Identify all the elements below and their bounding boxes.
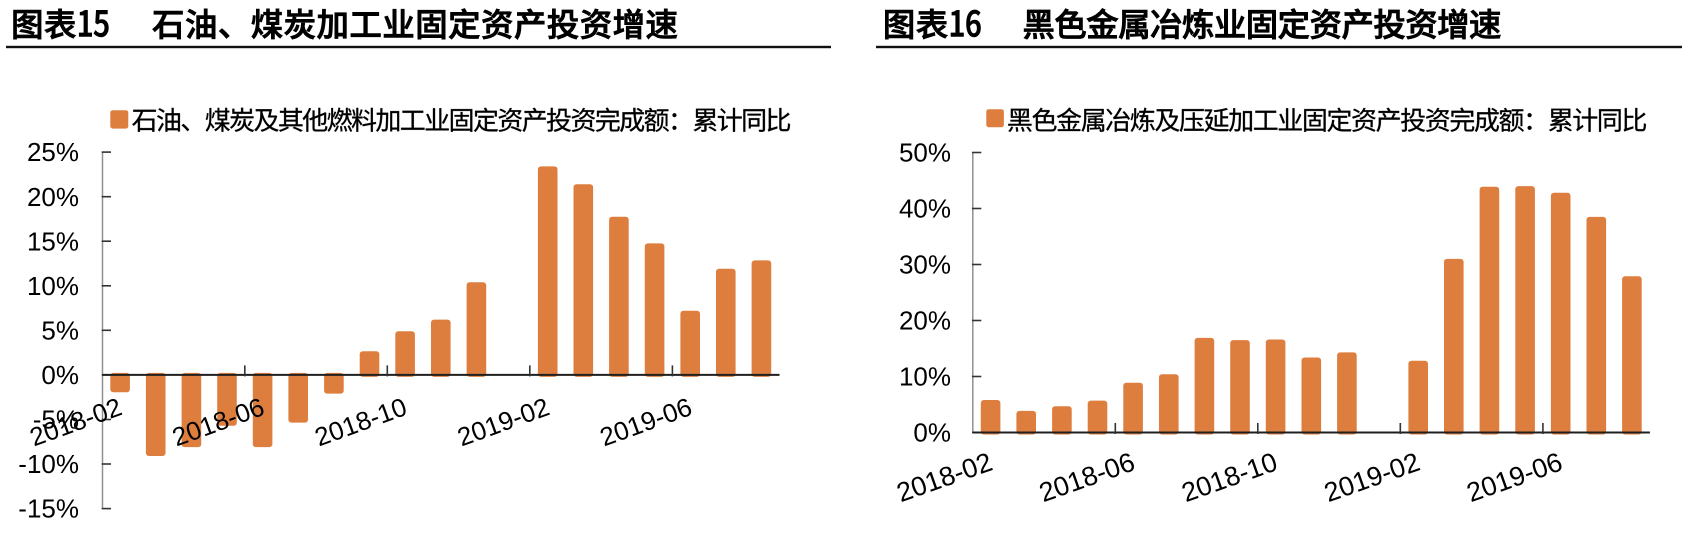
svg-text:15%: 15%	[27, 226, 79, 256]
svg-text:0%: 0%	[41, 360, 79, 390]
svg-text:50%: 50%	[899, 138, 951, 168]
svg-text:-5%: -5%	[33, 405, 79, 435]
svg-text:5%: 5%	[41, 315, 79, 345]
svg-text:30%: 30%	[899, 250, 951, 280]
svg-text:20%: 20%	[27, 182, 79, 212]
svg-text:0%: 0%	[913, 418, 951, 448]
svg-text:20%: 20%	[899, 306, 951, 336]
svg-text:40%: 40%	[899, 194, 951, 224]
svg-text:-10%: -10%	[18, 449, 79, 479]
svg-text:10%: 10%	[27, 271, 79, 301]
svg-text:-15%: -15%	[18, 494, 79, 524]
svg-text:10%: 10%	[899, 362, 951, 392]
svg-text:25%: 25%	[27, 137, 79, 167]
